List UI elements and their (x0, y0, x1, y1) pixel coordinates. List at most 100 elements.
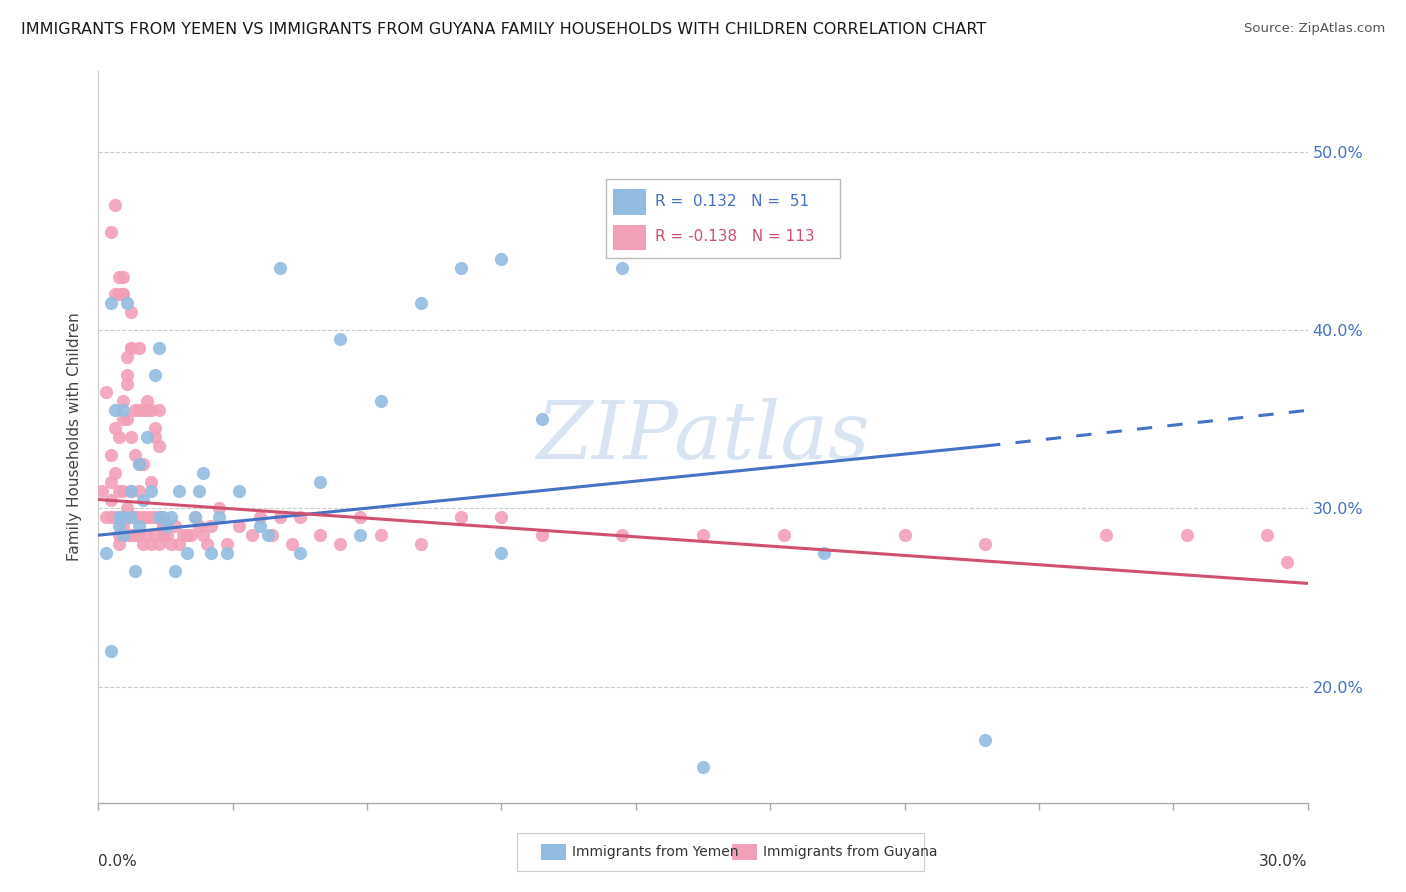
Point (100, 475, 122, 489)
Point (180, 528, 202, 542)
Point (148, 537, 170, 551)
Point (349, 528, 371, 542)
Point (107, 269, 129, 284)
Point (100, 644, 122, 658)
Point (491, 510, 513, 524)
Point (135, 528, 157, 542)
Point (370, 528, 392, 542)
Point (128, 528, 150, 542)
Point (111, 510, 134, 524)
Point (349, 510, 371, 524)
Point (100, 225, 122, 239)
Point (120, 510, 142, 524)
Point (111, 287, 134, 301)
Point (132, 403, 155, 417)
Point (167, 483, 190, 498)
Point (107, 430, 129, 444)
Text: 0.0%: 0.0% (98, 854, 138, 869)
Point (103, 403, 125, 417)
Point (1175, 528, 1198, 542)
Point (530, 412, 553, 426)
Point (974, 537, 997, 551)
Point (329, 537, 352, 551)
Point (103, 198, 125, 212)
Point (893, 528, 915, 542)
Point (491, 252, 513, 266)
Point (228, 483, 250, 498)
Point (409, 537, 432, 551)
Point (111, 403, 134, 417)
Point (1256, 528, 1278, 542)
Point (184, 510, 207, 524)
Point (107, 510, 129, 524)
Point (135, 510, 157, 524)
Point (176, 546, 198, 560)
Point (195, 537, 218, 551)
Point (200, 519, 222, 533)
Point (128, 341, 150, 355)
Point (491, 546, 513, 560)
Point (139, 537, 162, 551)
Point (115, 510, 138, 524)
Point (139, 483, 162, 498)
FancyBboxPatch shape (613, 189, 645, 215)
Point (193, 528, 215, 542)
Point (120, 305, 142, 319)
Point (148, 510, 170, 524)
Point (813, 546, 835, 560)
Point (111, 510, 134, 524)
Point (120, 483, 142, 498)
Point (249, 519, 271, 533)
Point (115, 528, 138, 542)
Point (260, 528, 283, 542)
Point (120, 510, 142, 524)
Point (91, 483, 114, 498)
Point (208, 510, 231, 524)
Point (124, 448, 146, 462)
Point (172, 528, 194, 542)
Point (974, 733, 997, 747)
Point (450, 260, 472, 275)
Point (103, 510, 125, 524)
Point (103, 466, 125, 480)
Point (132, 492, 155, 507)
Point (111, 528, 134, 542)
Point (309, 528, 332, 542)
Point (288, 546, 311, 560)
Point (163, 564, 186, 578)
Point (772, 528, 794, 542)
Point (96, 510, 118, 524)
Point (120, 483, 142, 498)
Point (193, 466, 215, 480)
Point (309, 475, 332, 489)
Point (100, 510, 122, 524)
Point (120, 341, 142, 355)
Point (139, 510, 162, 524)
Point (217, 537, 239, 551)
Point (103, 287, 125, 301)
Point (530, 528, 553, 542)
Point (188, 483, 211, 498)
Point (176, 528, 198, 542)
Text: 30.0%: 30.0% (1260, 854, 1308, 869)
Point (152, 528, 174, 542)
Point (100, 448, 122, 462)
Point (139, 403, 162, 417)
Point (111, 412, 134, 426)
Point (329, 332, 352, 346)
Point (143, 510, 166, 524)
Point (120, 528, 142, 542)
Point (152, 519, 174, 533)
Text: Source: ZipAtlas.com: Source: ZipAtlas.com (1244, 22, 1385, 36)
Point (107, 528, 129, 542)
Point (111, 394, 134, 409)
Point (135, 394, 157, 409)
Point (288, 510, 311, 524)
Point (124, 403, 146, 417)
Point (143, 421, 166, 435)
Point (100, 296, 122, 310)
Point (124, 528, 146, 542)
Point (256, 528, 278, 542)
Point (152, 519, 174, 533)
Point (167, 537, 190, 551)
